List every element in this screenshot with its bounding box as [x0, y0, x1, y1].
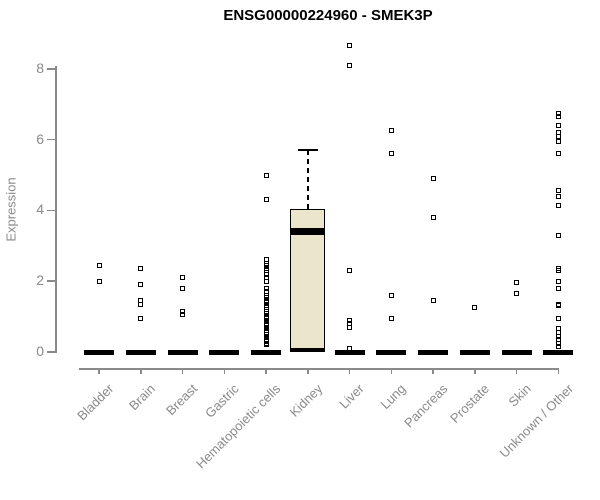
outlier-point	[263, 278, 269, 284]
x-axis-tick	[390, 368, 392, 374]
x-axis-category-label: Kidney	[286, 381, 326, 420]
x-axis-category-label: Skin	[505, 381, 535, 410]
y-axis-tick-label: 8	[36, 59, 44, 76]
x-axis-tick	[98, 368, 100, 374]
chart-title: ENSG00000224960 - SMEK3P	[223, 7, 433, 24]
outlier-point	[514, 280, 519, 286]
x-axis-line	[79, 368, 559, 370]
median-bar-zero	[125, 349, 156, 355]
outlier-point	[555, 122, 561, 128]
x-axis-tick	[474, 368, 476, 374]
outlier-point	[388, 315, 394, 321]
outlier-point	[555, 193, 561, 199]
median-bar-zero	[501, 349, 532, 355]
x-axis-tick	[140, 368, 142, 374]
x-axis-tick	[515, 368, 518, 374]
outlier-point	[263, 172, 269, 178]
median-bar-zero	[167, 349, 198, 355]
outlier-point	[96, 278, 102, 284]
outlier-point	[555, 285, 561, 291]
outlier-point	[138, 301, 144, 307]
x-axis-category-label: Gastric	[202, 381, 242, 421]
x-axis-category-label: Brain	[126, 381, 159, 414]
median-bar-zero	[84, 349, 114, 355]
outlier-point	[555, 114, 561, 120]
x-axis-category-label: Pancreas	[401, 381, 451, 431]
y-axis-tick-label: 0	[36, 343, 44, 359]
median-bar-zero	[418, 349, 448, 355]
x-axis-category-label: Bladder	[74, 381, 117, 424]
x-axis-tick	[265, 368, 267, 374]
y-axis-tick-label: 4	[36, 201, 44, 218]
median-bar-zero	[376, 349, 407, 355]
outlier-point	[138, 315, 144, 321]
x-axis-tick	[432, 368, 434, 374]
outlier-point	[514, 291, 519, 297]
median-bar-zero	[209, 349, 240, 355]
outlier-point	[180, 275, 185, 281]
y-axis-tick-label: 2	[36, 272, 44, 289]
outlier-point	[180, 312, 185, 318]
x-axis-tick	[181, 368, 184, 374]
y-axis-tick	[47, 138, 56, 141]
y-axis-tick	[47, 351, 56, 353]
outlier-point	[555, 133, 561, 139]
outlier-point	[430, 298, 436, 304]
y-axis-tick	[47, 280, 56, 282]
y-axis-line	[55, 66, 57, 353]
outlier-point	[388, 292, 394, 298]
upper-whisker-cap	[297, 148, 318, 152]
y-axis-tick-label: 6	[36, 130, 44, 147]
outlier-point	[555, 188, 561, 194]
outlier-point	[555, 278, 561, 284]
x-axis-tick	[557, 368, 559, 374]
median-bar-zero	[251, 349, 281, 355]
outlier-point	[388, 128, 394, 134]
outlier-point	[263, 342, 269, 348]
x-axis-category-label: Breast	[162, 381, 201, 419]
outlier-point	[472, 305, 478, 311]
outlier-point	[347, 62, 352, 68]
x-axis-tick	[348, 368, 351, 374]
outlier-point	[555, 315, 561, 321]
outlier-point	[555, 232, 561, 238]
x-axis-category-label: Liver	[336, 381, 368, 412]
outlier-point	[555, 202, 561, 208]
upper-whisker-line	[306, 150, 309, 209]
x-axis-category-label: Lung	[377, 381, 409, 413]
outlier-point	[430, 176, 436, 182]
median-bar-zero	[543, 349, 574, 355]
y-axis-tick	[47, 68, 56, 70]
outlier-point	[347, 324, 352, 330]
x-axis-tick	[307, 368, 309, 374]
x-axis-category-label: Prostate	[447, 381, 493, 426]
outlier-point	[555, 303, 561, 309]
y-axis-tick	[47, 209, 56, 212]
outlier-point	[347, 345, 352, 351]
outlier-point	[430, 214, 436, 220]
outlier-point	[555, 344, 561, 350]
outlier-point	[555, 151, 561, 157]
x-axis-category-label: Unknown / Other	[496, 381, 576, 461]
median-bar-zero	[459, 349, 490, 355]
box-median-line	[290, 228, 326, 236]
outlier-point	[555, 138, 561, 144]
outlier-point	[180, 285, 185, 291]
outlier-point	[138, 266, 144, 272]
outlier-point	[138, 282, 144, 288]
outlier-point	[388, 151, 394, 157]
x-axis-tick	[223, 368, 225, 374]
median-bar-zero	[334, 349, 365, 355]
outlier-point	[96, 262, 102, 268]
outlier-point	[263, 197, 269, 203]
outlier-point	[347, 43, 352, 49]
outlier-point	[555, 268, 561, 274]
outlier-point	[347, 268, 352, 274]
